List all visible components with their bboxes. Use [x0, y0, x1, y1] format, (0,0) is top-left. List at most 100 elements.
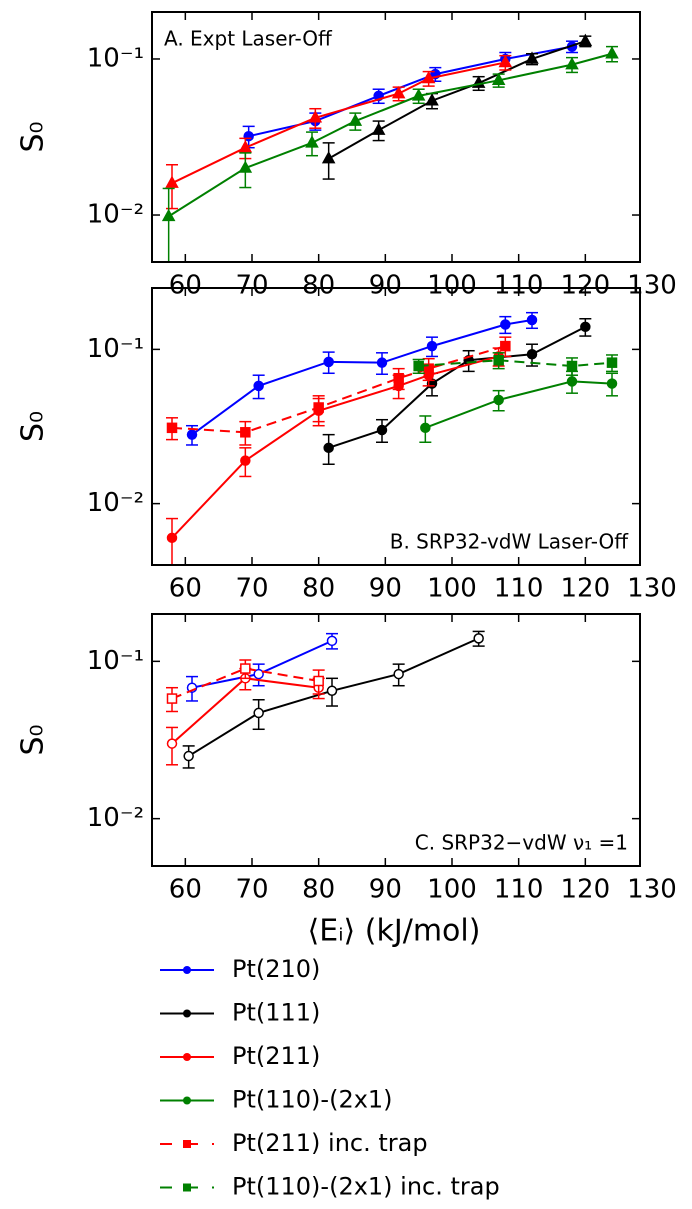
- series-line: [171, 61, 506, 185]
- y-tick-label: 10⁻¹: [87, 334, 144, 364]
- y-axis-label: S₀: [16, 121, 51, 152]
- legend-label: Pt(110)-(2x1): [232, 1086, 393, 1114]
- legend-label: Pt(210): [232, 955, 320, 983]
- point: [526, 314, 538, 326]
- point: [565, 57, 579, 70]
- plot-frame: [151, 11, 641, 263]
- point: [240, 427, 251, 438]
- point: [166, 738, 178, 749]
- legend-item: Pt(110)-(2x1): [160, 1086, 393, 1114]
- point: [525, 51, 539, 64]
- plot-area: [161, 33, 619, 262]
- point: [165, 175, 179, 188]
- legend-item: Pt(211): [160, 1042, 320, 1070]
- y-axis-label: S₀: [16, 411, 51, 442]
- x-tick-label: 130: [627, 271, 677, 301]
- point: [313, 675, 324, 687]
- point: [253, 380, 264, 392]
- point: [425, 93, 439, 106]
- point: [326, 685, 338, 697]
- x-tick-label: 80: [302, 574, 335, 604]
- panel-label: B. SRP32-vdW Laser-Off: [390, 530, 629, 554]
- point: [605, 46, 619, 59]
- point: [305, 135, 319, 148]
- x-tick-label: 80: [302, 875, 335, 905]
- plot-frame: [151, 613, 641, 867]
- legend-marker: [183, 1009, 191, 1018]
- x-tick-label: 70: [235, 875, 268, 905]
- point: [313, 402, 324, 413]
- point: [376, 424, 388, 436]
- point: [526, 348, 538, 360]
- point: [606, 378, 618, 389]
- series-line: [418, 359, 613, 368]
- legend-marker: [183, 1053, 191, 1061]
- point: [186, 429, 198, 440]
- point: [421, 70, 436, 84]
- series-line: [191, 319, 533, 436]
- point: [606, 357, 618, 368]
- legend-marker: [183, 966, 191, 974]
- point: [326, 635, 338, 647]
- point: [371, 122, 386, 135]
- point: [500, 319, 511, 330]
- x-tick-label: 60: [169, 574, 202, 604]
- series-line: [248, 45, 573, 138]
- point: [423, 363, 434, 374]
- series-line: [171, 355, 499, 539]
- x-tick-label: 90: [369, 574, 402, 604]
- point: [578, 33, 593, 46]
- legend-item: Pt(210): [160, 955, 320, 983]
- legend-marker: [183, 1183, 191, 1192]
- series-line: [171, 667, 319, 700]
- x-tick-label: 120: [561, 875, 611, 905]
- y-axis-label: S₀: [16, 724, 51, 755]
- y-tick-label: 10⁻¹: [87, 43, 144, 73]
- point: [411, 88, 426, 101]
- point: [308, 110, 323, 123]
- point: [413, 360, 424, 372]
- point: [240, 663, 251, 674]
- point: [391, 86, 406, 99]
- series-line: [171, 345, 506, 434]
- point: [238, 160, 253, 173]
- plot-area: [166, 311, 618, 565]
- legend-item: Pt(110)-(2x1) inc. trap: [160, 1173, 500, 1201]
- x-tick-label: 120: [561, 574, 611, 604]
- series-line: [328, 40, 586, 160]
- x-tick-label: 90: [369, 875, 402, 905]
- x-tick-label: 130: [627, 875, 677, 905]
- x-tick-label: 100: [427, 875, 477, 905]
- series-line: [424, 380, 613, 429]
- point: [323, 442, 334, 454]
- x-tick-label: 130: [627, 574, 677, 604]
- point: [348, 113, 363, 126]
- point: [566, 376, 578, 387]
- point: [253, 668, 264, 680]
- point: [240, 455, 251, 466]
- legend-item: Pt(211) inc. trap: [160, 1129, 428, 1157]
- point: [166, 532, 178, 544]
- point: [493, 355, 504, 366]
- point: [183, 750, 194, 762]
- point: [393, 372, 404, 384]
- point: [161, 208, 176, 222]
- y-tick-label: 10⁻²: [87, 803, 144, 833]
- point: [473, 633, 484, 644]
- plot-frame: [151, 287, 641, 566]
- series-line: [328, 325, 586, 449]
- plot-area: [166, 630, 485, 769]
- point: [323, 356, 334, 368]
- legend-label: Pt(111): [232, 999, 320, 1027]
- x-axis-label: ⟨Eᵢ⟩ (kJ/mol): [308, 914, 481, 949]
- point: [253, 707, 264, 719]
- point: [420, 422, 431, 434]
- point: [393, 668, 404, 680]
- x-tick-label: 110: [494, 574, 544, 604]
- legend-label: Pt(211): [232, 1042, 320, 1070]
- point: [493, 394, 504, 406]
- panel-label: A. Expt Laser-Off: [164, 27, 333, 51]
- point: [566, 360, 578, 372]
- point: [491, 72, 506, 86]
- legend-item: Pt(111): [160, 999, 320, 1027]
